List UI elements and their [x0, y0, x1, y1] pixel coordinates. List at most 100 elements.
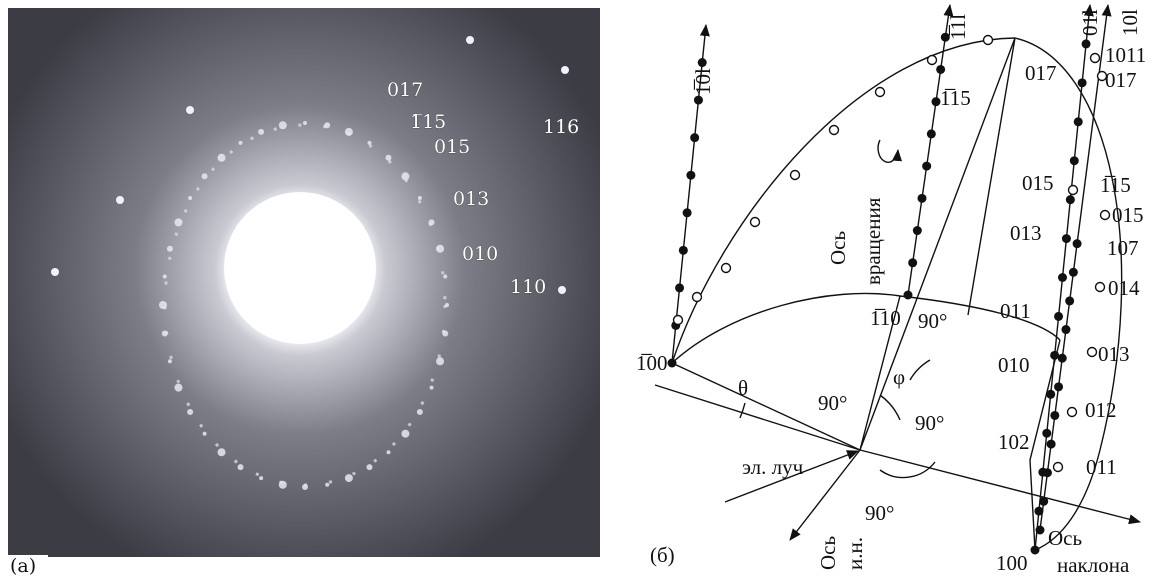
spot [386, 450, 390, 454]
angle-label: 90° [915, 411, 944, 435]
open-point [693, 293, 702, 302]
point-label: 1̅15 [1100, 173, 1131, 197]
spot [367, 141, 371, 145]
open-point [1101, 211, 1110, 220]
rod-point [686, 171, 695, 180]
reflection-label: 015 [434, 136, 470, 158]
spot [163, 275, 167, 279]
axis-label: вращения [861, 197, 885, 285]
rod-point [1039, 497, 1048, 506]
spot [218, 154, 226, 162]
point-label: 1̅15 [940, 86, 971, 110]
rod-label: 01l [1078, 9, 1102, 36]
axis-label: эл. луч [742, 455, 804, 479]
open-point [1098, 72, 1107, 81]
rod-point [927, 129, 936, 138]
spot [430, 386, 434, 390]
spot [187, 409, 193, 415]
spot [401, 172, 409, 180]
open-point [876, 88, 885, 97]
open-point [1054, 463, 1063, 472]
spot [188, 196, 192, 200]
rod-point [904, 291, 913, 300]
rod-point [1073, 239, 1082, 248]
rod-point [694, 96, 703, 105]
spot [466, 36, 474, 44]
spot [202, 173, 208, 179]
spot [174, 218, 182, 226]
point-label: 017 [1025, 61, 1057, 85]
rod-point [936, 65, 945, 74]
point-label: 014 [1108, 276, 1140, 300]
rod-point [913, 226, 922, 235]
reflection-label: 116 [543, 116, 579, 138]
rod-point [1031, 546, 1040, 555]
panel-label: (б) [650, 543, 675, 567]
point-label: 017 [1105, 68, 1137, 92]
rod-point [1036, 526, 1045, 535]
axis-label: и.н. [843, 537, 867, 570]
point-label: 100 [996, 551, 1028, 575]
rod-point [1062, 234, 1071, 243]
rod-point [922, 162, 931, 171]
reflection-label: 017 [387, 79, 423, 101]
rod-point [698, 58, 707, 67]
rod-point [1070, 156, 1079, 165]
point-label: 1011 [1105, 43, 1146, 67]
rod-point [1082, 39, 1091, 48]
spot [279, 481, 287, 489]
rod-point [1074, 117, 1083, 126]
point-label: 013 [1098, 342, 1130, 366]
spot [302, 484, 308, 490]
rod-point [679, 246, 688, 255]
rod-point [1058, 273, 1067, 282]
spot [238, 464, 244, 470]
angle-label: 90° [918, 309, 947, 333]
spot [401, 430, 409, 438]
point-label: 012 [1085, 398, 1117, 422]
spot [417, 409, 423, 415]
panel-a: (a) 017 1̅15 015 116 013 010 110 [8, 8, 600, 577]
rod-point [1054, 312, 1063, 321]
point-label: 011 [1000, 299, 1031, 323]
spot [203, 432, 207, 436]
rod-label: 10l [1118, 9, 1142, 36]
spot [345, 474, 353, 482]
open-point [1068, 408, 1077, 417]
spot [303, 121, 307, 125]
rod-point [908, 258, 917, 267]
point-label: 102 [998, 430, 1030, 454]
axis-label: Ось [1048, 526, 1082, 550]
open-point [722, 264, 731, 273]
rod-point [1042, 429, 1051, 438]
rod-point [1047, 440, 1056, 449]
rod-point [1046, 390, 1055, 399]
spot [443, 275, 447, 279]
figure: (a) 017 1̅15 015 116 013 010 110 1̅0l 1̅… [0, 0, 1155, 577]
spot [162, 330, 168, 336]
open-point [1069, 186, 1078, 195]
point-label: 1̅10 [870, 306, 901, 330]
rod-label: 1̅0l [691, 68, 715, 95]
spot [167, 246, 173, 252]
rod-point [1054, 382, 1063, 391]
rod-point [1061, 325, 1070, 334]
open-point [751, 218, 760, 227]
rod-point [1043, 468, 1052, 477]
spot [418, 196, 422, 200]
reflection-label: 110 [510, 276, 546, 298]
point-label: 013 [1010, 221, 1042, 245]
angle-label: 90° [818, 391, 847, 415]
spot [366, 464, 372, 470]
central-spot [224, 192, 376, 344]
open-point [674, 316, 683, 325]
point-label: 011 [1086, 455, 1117, 479]
point-label: 015 [1022, 171, 1054, 195]
spot [558, 286, 566, 294]
panel-b: 1̅0l 1̅1l 01l 10l 1̅00 1̅10 1̅15 017 015… [636, 5, 1146, 577]
reflection-label: 1̅15 [410, 111, 446, 133]
spot [442, 330, 448, 336]
spot [561, 66, 569, 74]
open-point [1096, 283, 1105, 292]
axis-label: наклона [1057, 553, 1130, 577]
